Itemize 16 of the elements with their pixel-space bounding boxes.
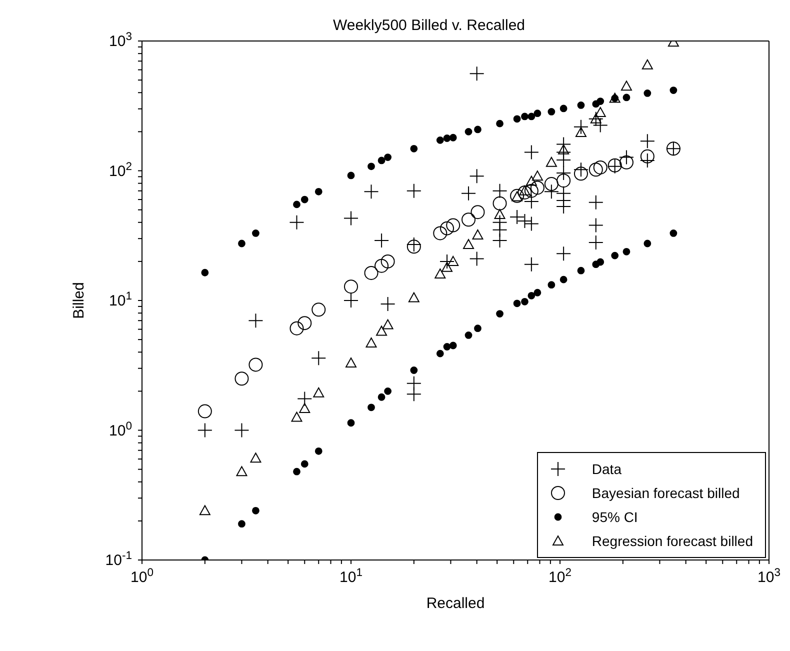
legend-label: Data bbox=[592, 461, 622, 477]
x-tick-label: 10$^{1}$ bbox=[340, 567, 362, 586]
x-axis-title: Recalled bbox=[426, 595, 485, 612]
x-tick-label: 10$^{0}$ bbox=[130, 567, 154, 586]
y-tick-label: 10$^{2}$ bbox=[109, 160, 132, 180]
x-tick-label: 10$^{3}$ bbox=[758, 567, 780, 586]
legend-label: Regression forecast billed bbox=[592, 533, 753, 549]
y-tick-label: 10$^{0}$ bbox=[109, 420, 132, 440]
legend-label: Bayesian forecast billed bbox=[592, 485, 740, 501]
y-tick-label: 10$^{1}$ bbox=[109, 290, 132, 310]
chart-title: Weekly500 Billed v. Recalled bbox=[332, 17, 526, 34]
y-tick-label: 10$^{3}$ bbox=[109, 31, 132, 50]
y-tick-label: 10$^{-1}$ bbox=[105, 550, 132, 569]
y-axis-title: Billed bbox=[70, 282, 88, 319]
legend-label: 95% CI bbox=[592, 509, 638, 525]
x-tick-label: 10$^{2}$ bbox=[548, 567, 572, 586]
